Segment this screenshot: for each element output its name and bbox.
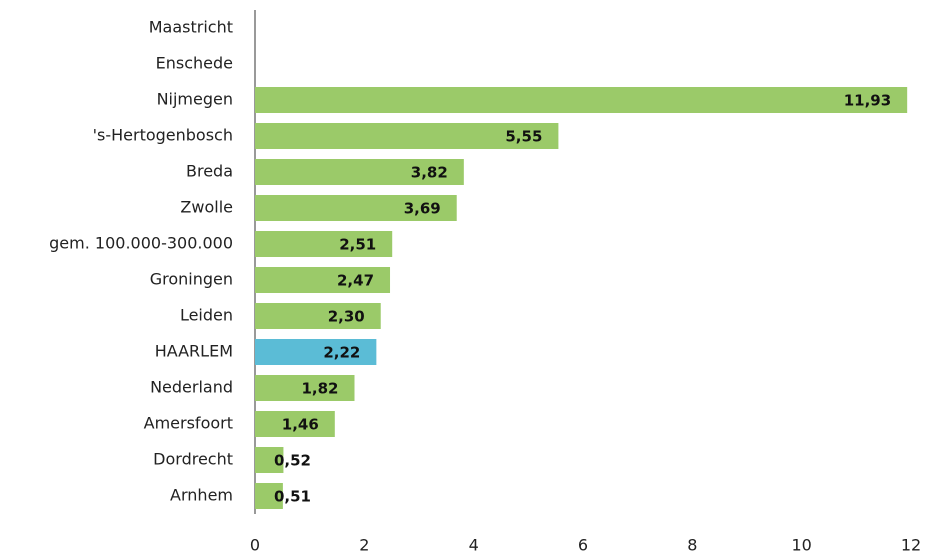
bar (255, 267, 391, 293)
bar (255, 231, 393, 257)
x-tick-label: 10 (791, 536, 811, 553)
value-label: 2,47 (337, 272, 374, 290)
value-label: 1,46 (282, 416, 319, 434)
value-label: 3,82 (411, 164, 448, 182)
x-tick-label: 0 (250, 536, 260, 553)
x-tick-label: 6 (578, 536, 588, 553)
bar (255, 123, 559, 149)
value-label: 5,55 (505, 128, 542, 146)
y-tick-label: Maastricht (149, 18, 233, 37)
value-label: 2,22 (323, 344, 360, 362)
bar (255, 447, 284, 473)
bar (255, 87, 908, 113)
y-tick-label: Enschede (156, 54, 233, 73)
value-label: 2,30 (328, 308, 365, 326)
y-tick-label: Groningen (150, 270, 233, 289)
x-tick-label: 2 (359, 536, 369, 553)
y-tick-label: Leiden (180, 306, 233, 325)
bar (255, 195, 457, 221)
y-tick-label: Zwolle (180, 198, 233, 217)
bar (255, 303, 381, 329)
y-tick-label: Breda (186, 162, 233, 181)
y-tick-label: gem. 100.000-300.000 (49, 234, 233, 253)
y-tick-label: 's-Hertogenbosch (93, 126, 233, 145)
bar (255, 159, 464, 185)
x-tick-label: 12 (901, 536, 921, 553)
value-label: 3,69 (404, 200, 441, 218)
bar (255, 483, 283, 509)
y-tick-label: Arnhem (170, 486, 233, 505)
bar (255, 339, 377, 365)
value-label: 0,52 (274, 452, 311, 470)
value-label: 1,82 (301, 380, 338, 398)
bar (255, 411, 335, 437)
y-tick-label: Nijmegen (157, 90, 233, 109)
value-label: 0,51 (274, 488, 311, 506)
x-tick-label: 4 (469, 536, 479, 553)
value-label: 2,51 (339, 236, 376, 254)
y-tick-label: HAARLEM (155, 342, 233, 361)
value-label: 11,93 (844, 92, 891, 110)
y-tick-label: Dordrecht (153, 450, 233, 469)
y-tick-label: Amersfoort (144, 414, 233, 433)
y-tick-label: Nederland (150, 378, 233, 397)
x-tick-label: 8 (687, 536, 697, 553)
bar (255, 375, 355, 401)
